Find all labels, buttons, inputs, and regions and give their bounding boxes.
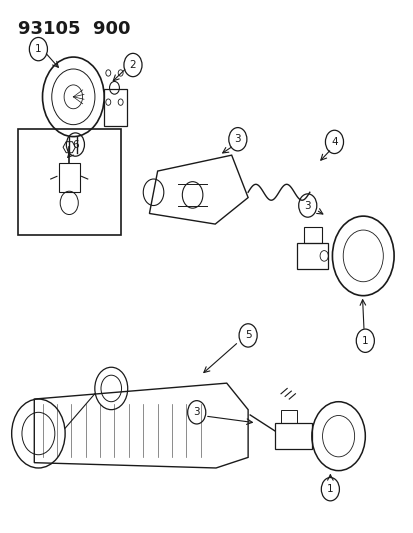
Bar [303, 227, 321, 243]
Text: 1: 1 [361, 336, 368, 346]
Text: 1: 1 [326, 484, 333, 494]
Text: 3: 3 [193, 407, 199, 417]
Bar [104, 89, 126, 126]
Bar [297, 243, 328, 269]
Bar [280, 410, 297, 423]
Bar [274, 423, 311, 449]
Text: 2: 2 [129, 60, 136, 70]
Text: 4: 4 [330, 137, 337, 147]
Text: 3: 3 [234, 134, 240, 144]
Text: 1: 1 [35, 44, 42, 54]
Text: 5: 5 [244, 330, 251, 341]
Text: 6: 6 [72, 140, 78, 150]
Bar [18, 128, 120, 235]
Text: 3: 3 [304, 200, 310, 211]
Text: 93105  900: 93105 900 [18, 20, 130, 38]
Bar [59, 163, 79, 192]
